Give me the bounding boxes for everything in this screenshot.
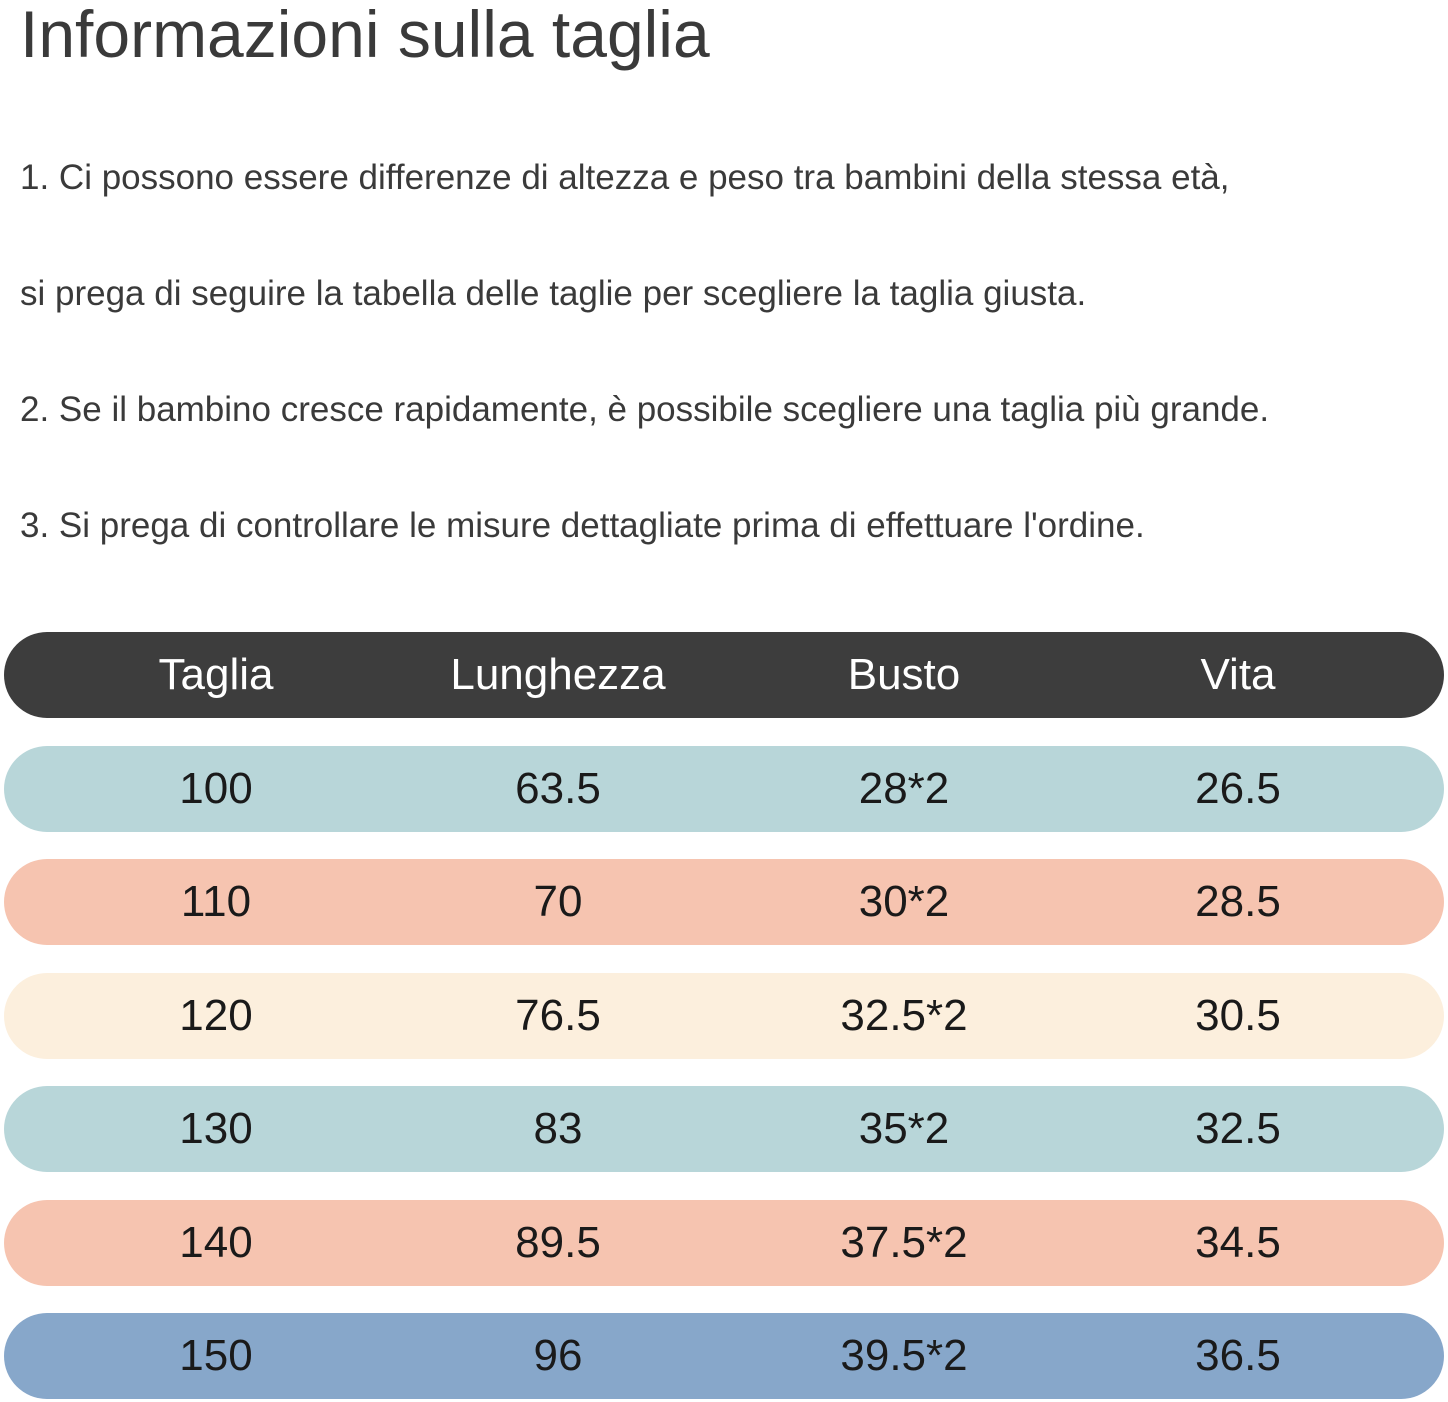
header-taglia: Taglia: [158, 650, 274, 699]
cell-taglia: 120: [179, 991, 253, 1040]
cell-lunghezza: 83: [533, 1104, 583, 1153]
table-row: 110 70 30*2 28.5: [4, 859, 1444, 945]
page-title: Informazioni sulla taglia: [20, 0, 710, 71]
cell-busto: 37.5*2: [840, 1218, 968, 1267]
cell-vita: 36.5: [1195, 1331, 1281, 1380]
cell-lunghezza: 96: [533, 1331, 583, 1380]
cell-busto: 39.5*2: [840, 1331, 968, 1380]
header-lunghezza: Lunghezza: [450, 650, 666, 699]
note-line-1: 1. Ci possono essere differenze di altez…: [20, 158, 1230, 197]
table-row: 150 96 39.5*2 36.5: [4, 1313, 1444, 1399]
note-line-3: 2. Se il bambino cresce rapidamente, è p…: [20, 390, 1270, 429]
note-line-2: si prega di seguire la tabella delle tag…: [20, 274, 1087, 313]
table-row: 120 76.5 32.5*2 30.5: [4, 973, 1444, 1059]
cell-busto: 35*2: [858, 1104, 950, 1153]
cell-vita: 32.5: [1195, 1104, 1281, 1153]
cell-lunghezza: 70: [533, 877, 583, 926]
cell-vita: 34.5: [1195, 1218, 1281, 1267]
cell-lunghezza: 89.5: [515, 1218, 601, 1267]
cell-taglia: 140: [179, 1218, 253, 1267]
table-row: 130 83 35*2 32.5: [4, 1086, 1444, 1172]
header-busto: Busto: [847, 650, 961, 699]
cell-taglia: 130: [179, 1104, 253, 1153]
cell-lunghezza: 76.5: [515, 991, 601, 1040]
cell-taglia: 150: [179, 1331, 253, 1380]
cell-vita: 28.5: [1195, 877, 1281, 926]
cell-busto: 32.5*2: [840, 991, 968, 1040]
cell-taglia: 100: [179, 764, 253, 813]
cell-vita: 26.5: [1195, 764, 1281, 813]
note-line-4: 3. Si prega di controllare le misure det…: [20, 506, 1145, 545]
table-row: 100 63.5 28*2 26.5: [4, 746, 1444, 832]
table-row: 140 89.5 37.5*2 34.5: [4, 1200, 1444, 1286]
size-table-header: Taglia Lunghezza Busto Vita: [4, 632, 1444, 718]
cell-busto: 28*2: [858, 764, 950, 813]
cell-taglia: 110: [180, 877, 252, 926]
cell-busto: 30*2: [858, 877, 950, 926]
cell-vita: 30.5: [1195, 991, 1281, 1040]
cell-lunghezza: 63.5: [515, 764, 601, 813]
header-vita: Vita: [1200, 650, 1276, 699]
